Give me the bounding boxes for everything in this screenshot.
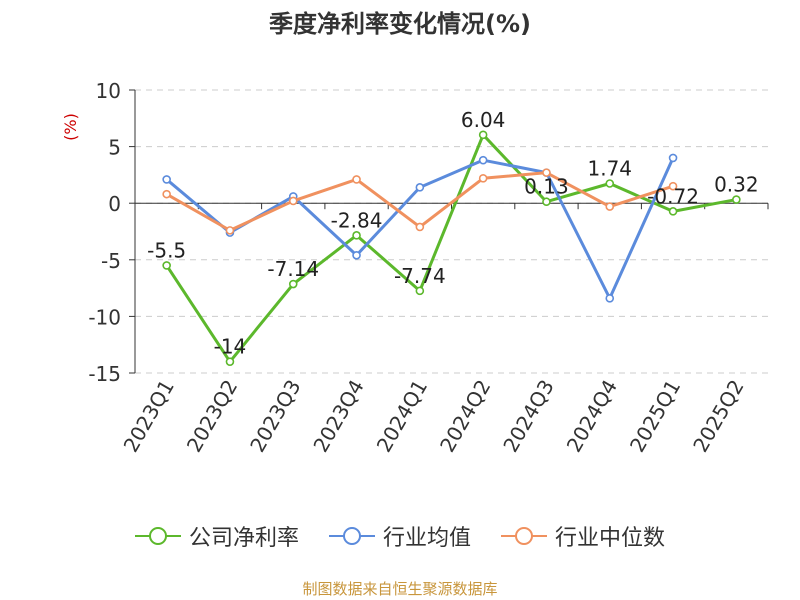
data-point-0 [162, 261, 171, 270]
data-point-2 [225, 226, 235, 235]
y-tick-label: 5 [108, 136, 121, 160]
x-tick-label: 2025Q2 [688, 376, 748, 457]
legend-item-2[interactable]: 行业中位数 [501, 520, 665, 552]
data-point-0 [225, 357, 235, 366]
data-point-0 [478, 130, 488, 140]
legend-item-0[interactable]: 公司净利率 [134, 520, 299, 552]
data-point-1 [478, 155, 488, 165]
data-point-1 [415, 183, 425, 192]
data-label: 0.32 [714, 173, 759, 197]
data-point-2 [605, 202, 615, 211]
data-label: 6.04 [461, 108, 506, 132]
series-line-2 [165, 171, 674, 232]
series-line-0 [165, 133, 737, 364]
data-point-1 [352, 250, 361, 260]
data-point-0 [415, 286, 425, 296]
x-tick-label: 2023Q4 [308, 376, 368, 457]
x-tick-label: 2024Q4 [562, 376, 622, 457]
data-label: -2.84 [331, 208, 383, 232]
y-axis-label: (%) [61, 113, 80, 141]
legend-label: 行业均值 [382, 526, 471, 551]
data-point-2 [668, 181, 678, 191]
data-point-1 [668, 153, 678, 163]
y-tick-label: 0 [108, 192, 121, 216]
chart-legend: 公司净利率 行业均值 行业中位数 [0, 520, 800, 552]
y-tick-label: -5 [101, 249, 121, 273]
data-point-1 [162, 175, 171, 184]
y-tick-label: -15 [88, 362, 121, 386]
legend-label: 行业中位数 [555, 526, 666, 551]
data-point-0 [605, 179, 615, 188]
legend-item-1[interactable]: 行业均值 [328, 520, 471, 552]
legend-marker-icon [134, 527, 181, 545]
data-point-2 [542, 168, 551, 177]
data-label: 0.13 [524, 175, 569, 199]
data-point-0 [352, 231, 361, 240]
x-tick-label: 2023Q3 [245, 376, 305, 457]
x-tick-label: 2023Q2 [182, 376, 242, 457]
x-tick-label: 2024Q2 [435, 376, 495, 457]
chart-title: 季度净利率变化情况(%) [269, 10, 531, 38]
data-label: 1.74 [587, 157, 632, 181]
x-tick-label: 2025Q1 [625, 376, 685, 457]
data-label: -7.74 [394, 264, 446, 288]
y-tick-label: 10 [96, 79, 121, 103]
data-point-2 [288, 196, 298, 206]
x-tick-label: 2024Q3 [498, 376, 558, 457]
data-point-2 [352, 175, 361, 184]
data-point-1 [605, 293, 615, 303]
data-point-0 [732, 195, 741, 204]
x-tick-label: 2024Q1 [372, 376, 432, 457]
legend-label: 公司净利率 [188, 526, 299, 551]
data-point-0 [668, 207, 678, 216]
data-label: -14 [214, 335, 247, 359]
data-point-2 [478, 173, 488, 183]
x-tick-label: 2023Q1 [119, 376, 179, 457]
data-point-2 [162, 189, 171, 199]
data-point-0 [542, 197, 551, 207]
data-label: -7.14 [267, 257, 319, 281]
data-point-0 [288, 279, 298, 289]
legend-marker-icon [501, 527, 547, 545]
data-label: -0.72 [647, 184, 699, 208]
y-tick-label: -10 [88, 305, 121, 329]
data-point-2 [415, 222, 425, 232]
data-source-note: 制图数据来自恒生聚源数据库 [302, 580, 498, 598]
data-label: -5.5 [147, 238, 186, 262]
legend-marker-icon [328, 527, 375, 545]
